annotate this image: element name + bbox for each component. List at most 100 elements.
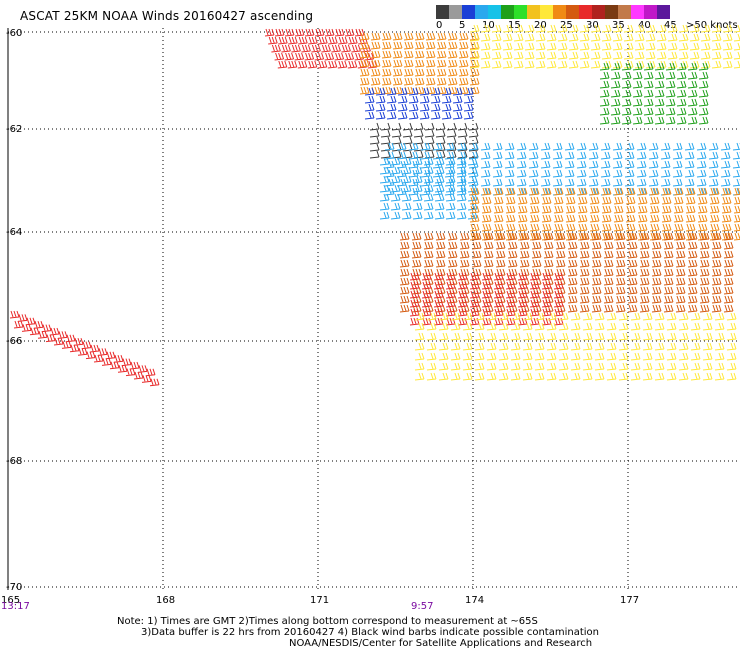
wind-barb xyxy=(613,223,624,232)
wind-barb xyxy=(534,362,545,371)
wind-barb xyxy=(529,272,540,281)
wind-barb xyxy=(467,166,478,175)
wind-barb xyxy=(711,277,722,286)
wind-barb xyxy=(567,259,578,268)
wind-barb xyxy=(675,259,686,268)
wind-barb xyxy=(384,160,395,169)
wind-barb xyxy=(576,169,587,178)
wind-barb xyxy=(402,122,413,131)
wind-barb xyxy=(529,196,540,205)
wind-barb xyxy=(696,169,707,178)
wind-barb xyxy=(555,232,566,241)
wind-barb xyxy=(618,312,629,321)
wind-barb xyxy=(392,59,403,68)
wind-barb xyxy=(447,259,458,268)
wind-barb xyxy=(401,184,412,193)
wind-barb xyxy=(699,250,710,259)
wind-barb xyxy=(397,111,408,120)
wind-barb xyxy=(627,259,638,268)
wind-barb xyxy=(702,352,713,361)
wind-barb xyxy=(612,151,623,160)
wind-barb xyxy=(459,277,470,286)
legend-swatch xyxy=(631,5,644,19)
wind-barb xyxy=(632,98,643,107)
wind-barb xyxy=(603,241,614,250)
wind-barb xyxy=(426,332,437,341)
wind-barb xyxy=(582,332,593,341)
wind-barb xyxy=(624,151,635,160)
wind-barb xyxy=(702,342,713,351)
wind-barb xyxy=(709,187,720,196)
wind-barb xyxy=(663,304,674,313)
wind-barb xyxy=(672,151,683,160)
wind-barb xyxy=(459,268,470,277)
wind-barb xyxy=(690,332,701,341)
wind-barb xyxy=(468,151,479,160)
wind-barb xyxy=(507,232,518,241)
wind-barb xyxy=(546,352,557,361)
wind-barb xyxy=(546,312,557,321)
wind-barb xyxy=(409,308,420,317)
wind-barb xyxy=(660,169,671,178)
wind-barb xyxy=(412,175,423,184)
wind-barb xyxy=(627,295,638,304)
wind-barb xyxy=(447,59,458,68)
wind-barb xyxy=(534,312,545,321)
wind-barb xyxy=(665,71,676,80)
wind-barb xyxy=(651,277,662,286)
wind-barb xyxy=(17,314,28,322)
wind-barb xyxy=(411,304,422,313)
wind-barb xyxy=(391,122,402,131)
wind-barb xyxy=(436,50,447,59)
wind-barb xyxy=(433,281,444,290)
wind-barb xyxy=(606,352,617,361)
wind-barb xyxy=(522,372,533,381)
legend-swatch xyxy=(618,5,631,19)
wind-barb xyxy=(610,98,621,107)
wind-barb xyxy=(334,28,345,37)
wind-barb xyxy=(516,142,527,151)
wind-barb xyxy=(469,42,480,51)
wind-barb xyxy=(493,214,504,223)
wind-barb xyxy=(505,281,516,290)
wind-barb xyxy=(665,116,676,125)
wind-barb xyxy=(438,342,449,351)
wind-barb xyxy=(141,375,152,383)
wind-barb xyxy=(73,338,84,346)
wind-barb xyxy=(654,107,665,116)
legend-swatch xyxy=(488,5,501,19)
wind-barb xyxy=(434,193,445,202)
wind-barb xyxy=(601,205,612,214)
wind-barb xyxy=(627,241,638,250)
legend-swatch xyxy=(514,5,527,19)
wind-barb xyxy=(700,33,711,42)
wind-barb xyxy=(321,44,331,53)
wind-barb xyxy=(698,71,709,80)
lat-label: -70 xyxy=(6,582,22,593)
wind-barb xyxy=(567,304,578,313)
wind-barb xyxy=(678,51,689,60)
wind-barb xyxy=(555,277,566,286)
wind-barb xyxy=(651,259,662,268)
wind-barb xyxy=(615,250,626,259)
wind-barb xyxy=(409,317,420,326)
wind-barb xyxy=(543,259,554,268)
wind-barb xyxy=(612,142,623,151)
wind-barb xyxy=(403,41,414,50)
wind-barb xyxy=(543,232,554,241)
wind-barb xyxy=(29,327,40,336)
wind-barb xyxy=(370,77,381,86)
wind-barb xyxy=(588,178,599,187)
wind-barb xyxy=(643,107,654,116)
wind-barb xyxy=(567,250,578,259)
wind-barb xyxy=(430,87,441,96)
wind-barb xyxy=(375,87,386,96)
wind-barb xyxy=(495,259,506,268)
wind-barb xyxy=(702,312,713,321)
wind-barb xyxy=(637,223,648,232)
wind-barb xyxy=(359,50,370,59)
wind-barb xyxy=(708,169,719,178)
wind-barb xyxy=(278,36,288,45)
wind-barb xyxy=(675,268,686,277)
wind-barb xyxy=(441,103,452,112)
